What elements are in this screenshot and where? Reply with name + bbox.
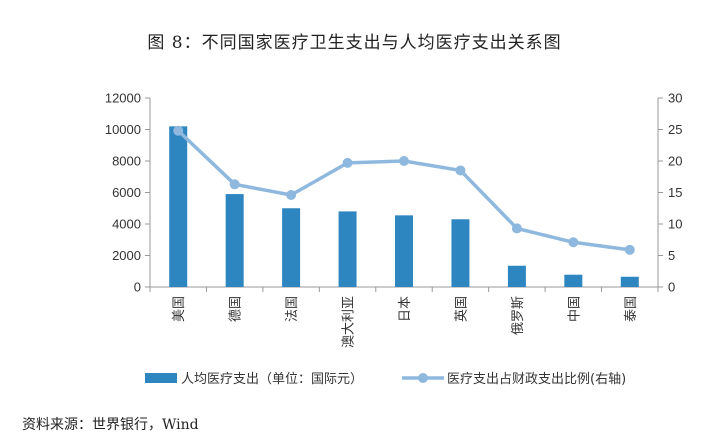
bar [338, 211, 357, 287]
legend-label-bar: 人均医疗支出（单位：国际元） [181, 372, 363, 387]
right-tick-label: 0 [668, 280, 675, 295]
chart-legend: 人均医疗支出（单位：国际元） 医疗支出占财政支出比例(右轴) [145, 372, 626, 387]
bar [620, 276, 639, 287]
right-tick-label: 30 [668, 91, 682, 106]
right-tick-label: 25 [668, 122, 682, 137]
line-point [455, 165, 466, 176]
line-point [229, 179, 240, 190]
left-tick-label: 0 [134, 280, 141, 295]
bar-series [169, 126, 639, 287]
line-point [342, 157, 353, 168]
left-tick-label: 4000 [112, 217, 141, 232]
x-tick-label: 中国 [567, 296, 582, 322]
bar [282, 208, 301, 287]
line-point [568, 237, 579, 248]
right-tick-label: 20 [668, 154, 682, 169]
x-tick-label: 法国 [285, 296, 300, 322]
source-note: 资料来源：世界银行，Wind [22, 417, 199, 433]
bar [507, 265, 526, 287]
x-tick-label: 澳大利亚 [341, 296, 357, 348]
x-tick-label: 德国 [229, 296, 244, 322]
legend-swatch-marker [418, 373, 428, 383]
right-tick-label: 15 [668, 185, 682, 200]
right-tick-label: 5 [668, 248, 675, 263]
line-point [399, 156, 409, 166]
x-tick-label: 美国 [172, 296, 187, 322]
bar [169, 126, 188, 287]
line-point [286, 190, 297, 201]
x-tick-label: 泰国 [624, 296, 639, 322]
left-tick-label: 10000 [105, 122, 141, 137]
x-axis-labels: 美国 德国 法国 澳大利亚 日本 英国 俄罗斯 中国 泰国 [172, 296, 639, 348]
legend-label-line: 医疗支出占财政支出比例(右轴) [447, 372, 626, 387]
left-tick-label: 2000 [112, 248, 141, 263]
right-tick-label: 10 [668, 217, 682, 232]
x-tick-label: 英国 [454, 296, 469, 322]
line-series [173, 125, 635, 255]
bar [564, 274, 583, 287]
line-point [511, 223, 522, 234]
x-tick-label: 俄罗斯 [511, 296, 526, 335]
chart-axes: 0 2000 4000 6000 8000 10000 12000 0 5 10 15 20 25 30 [105, 91, 683, 295]
legend-swatch-bar [145, 373, 177, 383]
bar [225, 194, 244, 287]
bar [451, 219, 470, 287]
x-tick-label: 日本 [398, 296, 413, 322]
chart-title: 图 8：不同国家医疗卫生支出与人均医疗支出关系图 [147, 33, 562, 53]
bar [395, 215, 413, 287]
left-tick-label: 12000 [105, 91, 141, 106]
line-point [173, 125, 184, 136]
left-tick-label: 6000 [112, 185, 141, 200]
left-tick-label: 8000 [112, 154, 141, 169]
line-point [624, 244, 635, 255]
